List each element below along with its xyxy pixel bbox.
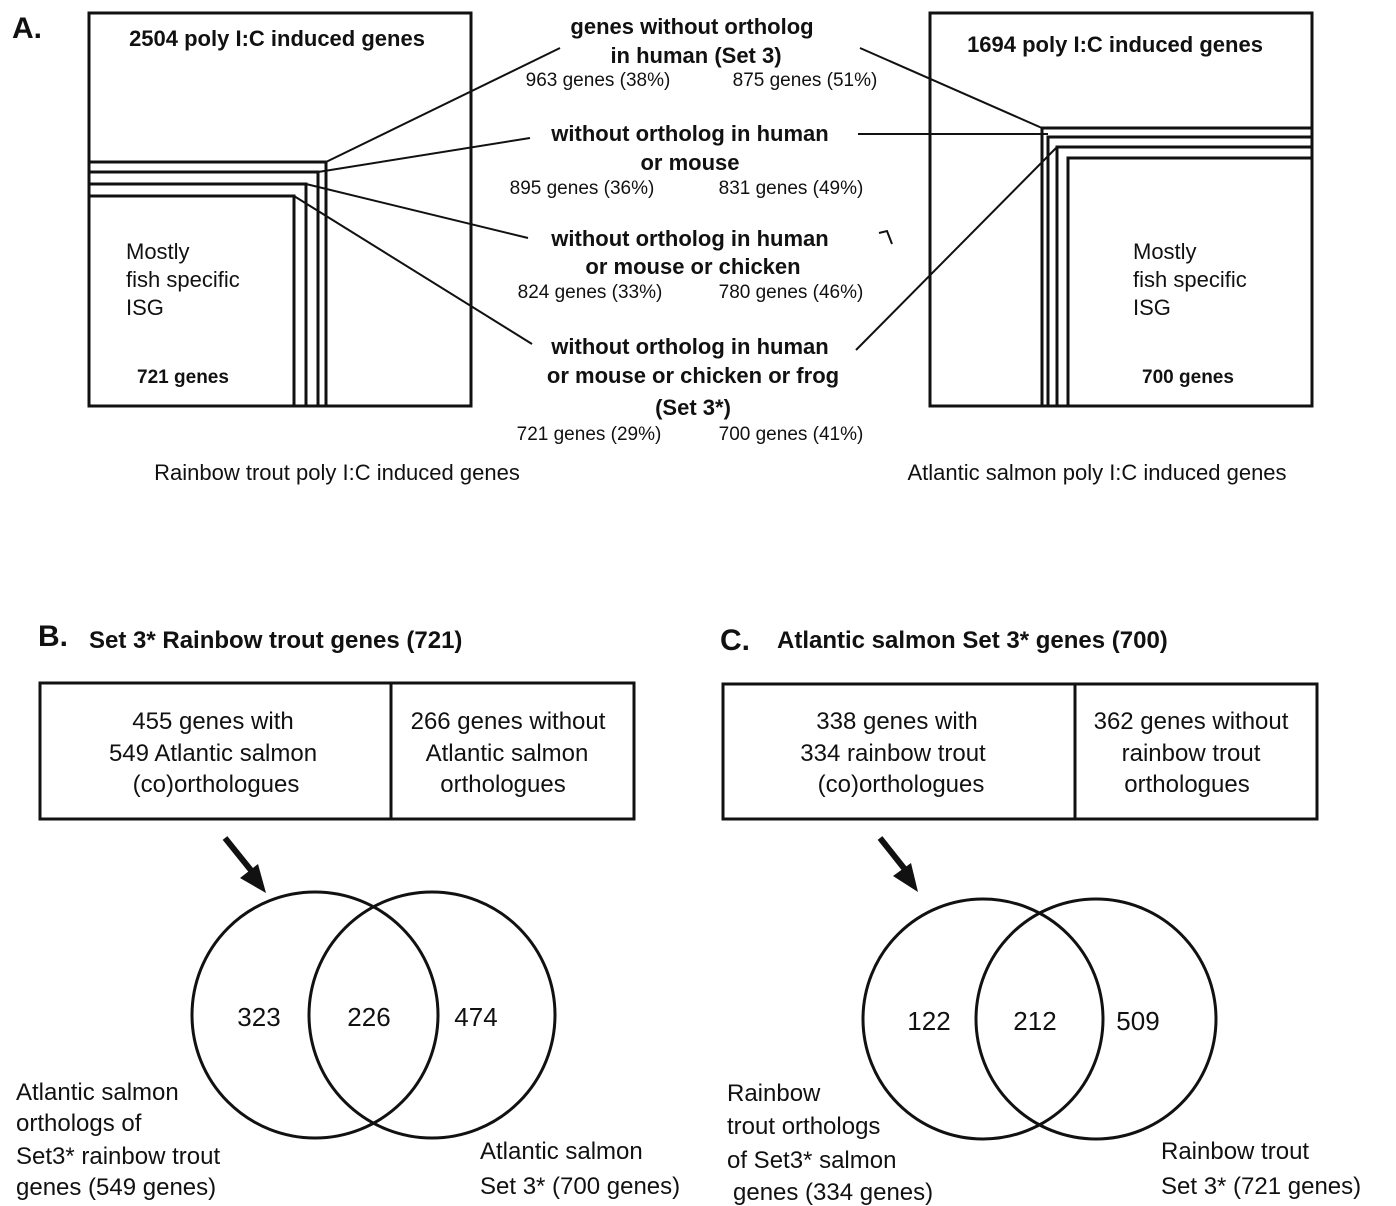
panel-b-venn-left-circle bbox=[190, 890, 440, 1140]
panel-b-left-caption-line-4: genes (549 genes) bbox=[16, 1174, 216, 1201]
salmon-set-level-4 bbox=[1066, 156, 1312, 406]
panel-b-right-caption-line-2: Set 3* (700 genes) bbox=[480, 1173, 680, 1200]
panel-b-venn-left-only: 323 bbox=[237, 1002, 280, 1032]
level-4-title-line-1: without ortholog in human bbox=[550, 334, 828, 359]
panel-b-venn-right-circle bbox=[307, 890, 557, 1140]
panel-c-cell-right-line-3: orthologues bbox=[1124, 771, 1249, 798]
panel-c-cell-right-line-2: rainbow trout bbox=[1122, 740, 1261, 767]
panel-b-left-caption-line-3: Set3* rainbow trout bbox=[16, 1143, 220, 1170]
panel-c-left-caption-line-3: of Set3* salmon bbox=[727, 1147, 896, 1174]
level-2-label: without ortholog in human or mouse 895 g… bbox=[510, 121, 864, 199]
salmon-inner-line-1: Mostly bbox=[1133, 239, 1197, 264]
trout-inner-count: 721 genes bbox=[137, 367, 229, 388]
level-4-title-line-2: or mouse or chicken or frog bbox=[547, 363, 839, 388]
panel-c-venn-overlap: 212 bbox=[1013, 1006, 1056, 1036]
level-1-label: genes without ortholog in human (Set 3) … bbox=[526, 14, 878, 91]
connector-lines bbox=[293, 47, 1058, 351]
level-4-label: without ortholog in human or mouse or ch… bbox=[517, 334, 864, 445]
level-1-trout-count: 963 genes (38%) bbox=[526, 70, 671, 91]
level-2-trout-count: 895 genes (36%) bbox=[510, 178, 655, 199]
panel-c-arrow-icon bbox=[877, 836, 918, 892]
trout-inner-line-1: Mostly bbox=[126, 239, 190, 264]
level-1-salmon-count: 875 genes (51%) bbox=[733, 70, 878, 91]
level-3-trout-count: 824 genes (33%) bbox=[518, 282, 663, 303]
panel-b-cell-left-line-2: 549 Atlantic salmon bbox=[109, 740, 317, 767]
panel-b-right-caption-line-1: Atlantic salmon bbox=[480, 1138, 643, 1165]
panel-c-right-caption-line-1: Rainbow trout bbox=[1161, 1138, 1309, 1165]
salmon-inner-line-2: fish specific bbox=[1133, 267, 1247, 292]
panel-c-left-caption-line-1: Rainbow bbox=[727, 1080, 821, 1107]
connector-level-2-trout bbox=[317, 137, 531, 173]
panel-c-table bbox=[721, 682, 1319, 821]
trout-outer-box bbox=[87, 11, 473, 408]
panel-c-cell-left-line-3: (co)orthologues bbox=[818, 771, 985, 798]
level-3-salmon-count: 780 genes (46%) bbox=[719, 282, 864, 303]
panel-b-left-caption-line-1: Atlantic salmon bbox=[16, 1079, 179, 1106]
trout-box-title: 2504 poly I:C induced genes bbox=[129, 26, 425, 51]
panel-b-cell-right-line-1: 266 genes without bbox=[411, 708, 606, 735]
panel-b-label: B. bbox=[38, 620, 68, 653]
level-3-title-line-1: without ortholog in human bbox=[550, 226, 828, 251]
panel-b-title: Set 3* Rainbow trout genes (721) bbox=[89, 627, 462, 654]
panel-c-label: C. bbox=[720, 624, 750, 657]
level-1-title-line-2: in human (Set 3) bbox=[610, 43, 781, 68]
salmon-inner-count: 700 genes bbox=[1142, 367, 1234, 388]
trout-inner-line-2: fish specific bbox=[126, 267, 240, 292]
level-4-salmon-count: 700 genes (41%) bbox=[719, 424, 864, 445]
panel-b-cell-left-line-3: (co)orthologues bbox=[133, 771, 300, 798]
panel-b-table bbox=[38, 681, 636, 821]
panel-b-venn-overlap: 226 bbox=[347, 1002, 390, 1032]
panel-c-cell-left-line-2: 334 rainbow trout bbox=[800, 740, 986, 767]
panel-c-venn-left-circle bbox=[861, 897, 1105, 1141]
trout-caption: Rainbow trout poly I:C induced genes bbox=[154, 460, 520, 485]
panel-a-label: A. bbox=[12, 12, 42, 45]
trout-inner-line-3: ISG bbox=[126, 295, 164, 320]
panel-b-cell-left-line-1: 455 genes with bbox=[132, 708, 293, 735]
connector-level-1-salmon bbox=[859, 47, 1043, 129]
panel-c-venn-left-only: 122 bbox=[907, 1006, 950, 1036]
connector-level-1-trout bbox=[325, 47, 561, 163]
level-4-title-line-3: (Set 3*) bbox=[655, 395, 731, 420]
panel-c-title: Atlantic salmon Set 3* genes (700) bbox=[777, 627, 1168, 654]
panel-c-cell-left-line-1: 338 genes with bbox=[816, 708, 977, 735]
panel-b-venn-right-only: 474 bbox=[454, 1002, 497, 1032]
level-3-title-line-2: or mouse or chicken bbox=[585, 254, 800, 279]
panel-c-left-caption-line-4: genes (334 genes) bbox=[733, 1179, 933, 1206]
panel-b-arrow-icon bbox=[222, 836, 266, 893]
salmon-box-title: 1694 poly I:C induced genes bbox=[967, 32, 1263, 57]
panel-c-left-caption-line-2: trout orthologs bbox=[727, 1113, 880, 1140]
panel-c-cell-right-line-1: 362 genes without bbox=[1094, 708, 1289, 735]
salmon-inner-line-3: ISG bbox=[1133, 295, 1171, 320]
connector-level-4-trout bbox=[293, 195, 533, 345]
salmon-outer-box bbox=[928, 11, 1314, 408]
salmon-set-level-2 bbox=[1046, 135, 1312, 406]
level-2-title-line-2: or mouse bbox=[640, 150, 739, 175]
level-2-title-line-1: without ortholog in human bbox=[550, 121, 828, 146]
panel-c-venn-right-circle bbox=[974, 897, 1218, 1141]
salmon-caption: Atlantic salmon poly I:C induced genes bbox=[907, 460, 1286, 485]
panel-c-right-caption-line-2: Set 3* (721 genes) bbox=[1161, 1173, 1361, 1200]
connector-level-3-salmon-mark bbox=[878, 229, 893, 245]
level-4-trout-count: 721 genes (29%) bbox=[517, 424, 662, 445]
panel-b-cell-right-line-3: orthologues bbox=[440, 771, 565, 798]
level-2-salmon-count: 831 genes (49%) bbox=[719, 178, 864, 199]
connector-level-3-trout bbox=[305, 183, 529, 239]
panel-c-venn-right-only: 509 bbox=[1116, 1006, 1159, 1036]
panel-b-left-caption-line-2: orthologs of bbox=[16, 1110, 142, 1137]
panel-b-cell-right-line-2: Atlantic salmon bbox=[426, 740, 589, 767]
connector-level-4-salmon bbox=[855, 146, 1058, 351]
level-3-label: without ortholog in human or mouse or ch… bbox=[518, 226, 864, 303]
level-1-title-line-1: genes without ortholog bbox=[570, 14, 813, 39]
